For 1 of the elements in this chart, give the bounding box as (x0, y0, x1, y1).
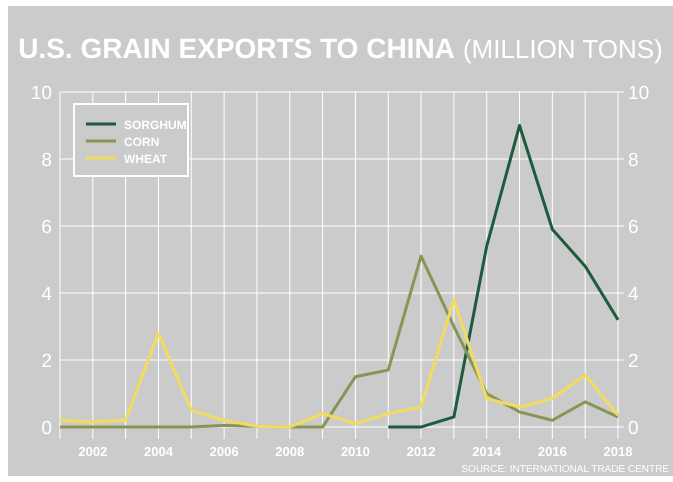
line-series (386, 124, 620, 428)
